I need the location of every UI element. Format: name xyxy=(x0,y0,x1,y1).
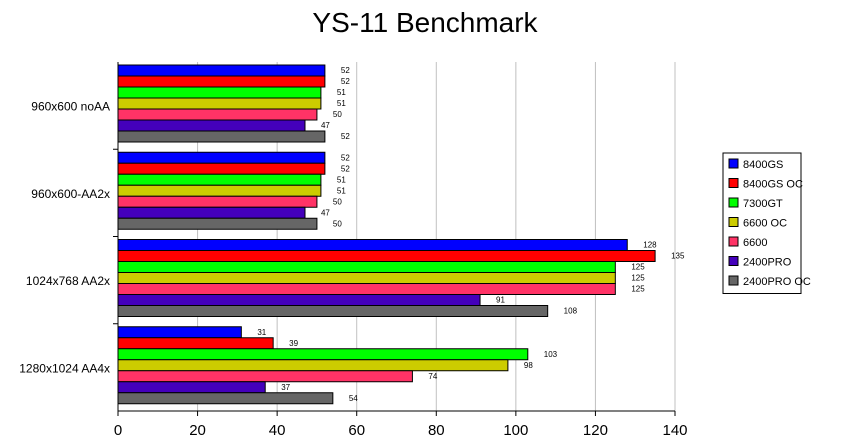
legend-swatch xyxy=(728,275,739,286)
data-label: 52 xyxy=(341,132,350,141)
x-tick-label: 60 xyxy=(348,422,365,439)
bar xyxy=(117,359,509,372)
data-label: 128 xyxy=(643,241,657,250)
x-tick-label: 20 xyxy=(189,422,206,439)
data-label: 39 xyxy=(289,339,298,348)
bar xyxy=(117,206,306,219)
bar xyxy=(117,151,326,164)
data-label: 37 xyxy=(281,383,290,392)
data-label: 52 xyxy=(341,164,350,173)
legend-swatch xyxy=(728,256,739,266)
bar xyxy=(117,130,326,143)
bar xyxy=(117,272,616,284)
data-label: 125 xyxy=(631,285,645,294)
chart-title: YS-11 Benchmark xyxy=(312,7,538,38)
bar xyxy=(117,64,326,77)
legend-swatch xyxy=(728,197,739,208)
data-label: 50 xyxy=(333,219,342,228)
x-tick-label: 0 xyxy=(114,422,122,439)
bar xyxy=(117,108,318,121)
x-tick-label: 80 xyxy=(428,422,445,439)
y-tick-label: 960x600 noAA xyxy=(31,100,110,114)
bar xyxy=(117,326,242,339)
data-label: 51 xyxy=(337,99,346,108)
data-label: 54 xyxy=(349,394,358,403)
bar xyxy=(117,250,656,262)
data-label: 125 xyxy=(631,274,645,283)
bar xyxy=(117,305,549,317)
data-label: 47 xyxy=(321,208,330,217)
data-label: 135 xyxy=(671,252,685,261)
data-label: 51 xyxy=(337,175,346,184)
bar xyxy=(117,294,481,306)
bar xyxy=(117,261,616,273)
bar xyxy=(117,337,274,350)
data-label: 98 xyxy=(524,361,533,370)
legend-label: 8400GS OC xyxy=(743,179,803,191)
bar xyxy=(117,119,306,132)
bar xyxy=(117,75,326,88)
data-label: 52 xyxy=(341,77,350,86)
legend-swatch xyxy=(728,236,739,247)
y-tick-label: 1024x768 AA2x xyxy=(26,274,110,288)
legend-swatch xyxy=(728,158,739,169)
bar xyxy=(117,217,318,230)
y-tick-label: 960x600-AA2x xyxy=(31,187,110,201)
data-label: 31 xyxy=(257,328,266,337)
data-label: 47 xyxy=(321,121,330,130)
legend-label: 6600 xyxy=(743,237,767,249)
legend-swatch xyxy=(728,178,739,188)
bar xyxy=(117,348,529,361)
legend-label: 2400PRO xyxy=(743,257,792,269)
bar xyxy=(117,381,266,394)
bar xyxy=(117,184,322,197)
data-label: 108 xyxy=(564,307,578,316)
data-label: 74 xyxy=(428,372,437,381)
bar xyxy=(117,162,326,175)
data-label: 52 xyxy=(341,153,350,162)
axes: 0 20 40 60 80 100 120 140 960x600 noAA 960x600-AA… xyxy=(19,62,688,439)
bar xyxy=(117,173,322,186)
bars: 5252515150475252525151504750128135125125… xyxy=(117,64,685,405)
bar xyxy=(117,97,322,110)
bar xyxy=(117,195,318,208)
x-tick-label: 100 xyxy=(503,422,528,439)
x-tick-label: 140 xyxy=(662,422,687,439)
x-tick-label: 40 xyxy=(269,422,286,439)
data-label: 50 xyxy=(333,110,342,119)
data-label: 91 xyxy=(496,296,505,305)
legend-label: 2400PRO OC xyxy=(743,276,811,288)
y-tick-label: 1280x1024 AA4x xyxy=(19,361,110,375)
legend: 8400GS 8400GS OC 7300GT 6600 OC 6600 2400PRO 2… xyxy=(722,152,811,294)
legend-label: 8400GS xyxy=(743,159,783,171)
bar xyxy=(117,392,334,405)
data-label: 51 xyxy=(337,186,346,195)
data-label: 51 xyxy=(337,88,346,97)
bar xyxy=(117,239,628,251)
legend-swatch xyxy=(728,217,739,227)
data-label: 125 xyxy=(631,263,645,272)
bar xyxy=(117,86,322,99)
x-tick-label: 120 xyxy=(583,422,608,439)
data-label: 50 xyxy=(333,197,342,206)
legend-label: 6600 OC xyxy=(743,218,787,230)
data-label: 52 xyxy=(341,66,350,75)
bar xyxy=(117,370,413,383)
data-label: 103 xyxy=(544,350,558,359)
bar xyxy=(117,283,616,295)
legend-label: 7300GT xyxy=(743,198,783,210)
